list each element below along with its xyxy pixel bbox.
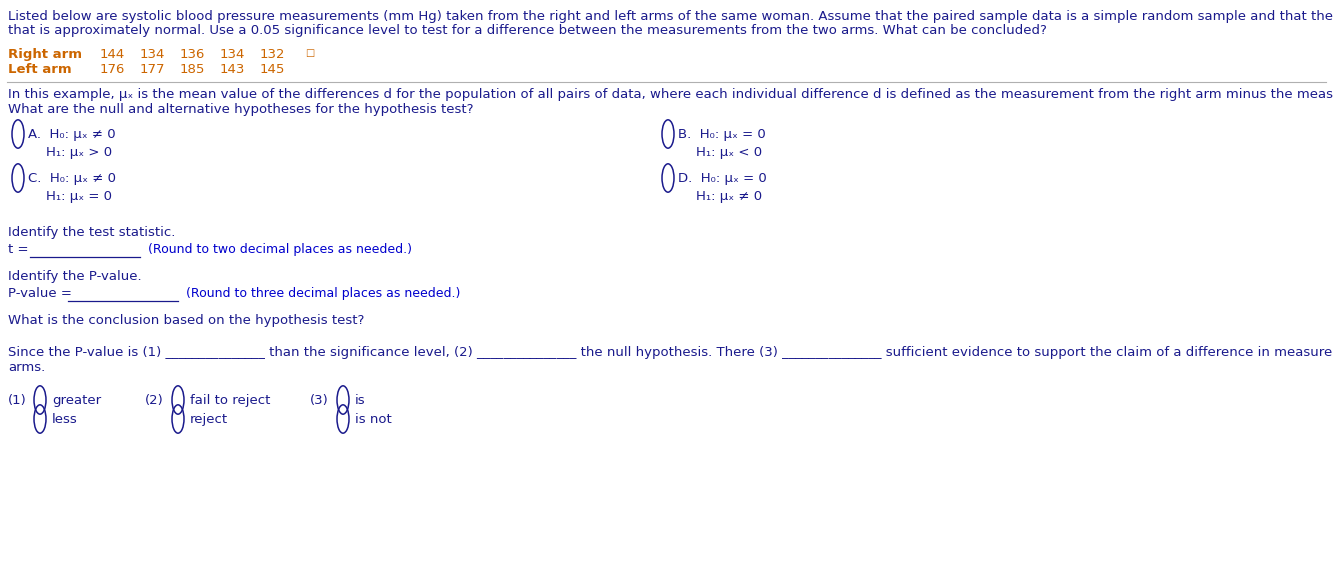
Text: H₁: μₓ > 0: H₁: μₓ > 0: [47, 146, 112, 159]
Text: (Round to three decimal places as needed.): (Round to three decimal places as needed…: [187, 287, 460, 300]
Text: that is approximately normal. Use a 0.05 significance level to test for a differ: that is approximately normal. Use a 0.05…: [8, 24, 1046, 37]
Text: C.  H₀: μₓ ≠ 0: C. H₀: μₓ ≠ 0: [28, 172, 116, 185]
Text: 177: 177: [140, 63, 165, 76]
Text: is: is: [355, 394, 365, 407]
Text: Identify the P-value.: Identify the P-value.: [8, 270, 141, 283]
Text: 176: 176: [100, 63, 125, 76]
Text: P-value =: P-value =: [8, 287, 72, 300]
Text: Identify the test statistic.: Identify the test statistic.: [8, 226, 176, 239]
Text: 144: 144: [100, 48, 125, 61]
Text: greater: greater: [52, 394, 101, 407]
Text: What are the null and alternative hypotheses for the hypothesis test?: What are the null and alternative hypoth…: [8, 103, 473, 116]
Text: D.  H₀: μₓ = 0: D. H₀: μₓ = 0: [678, 172, 766, 185]
Text: reject: reject: [191, 413, 228, 426]
Text: Since the P-value is (1) _______________ than the significance level, (2) ______: Since the P-value is (1) _______________…: [8, 346, 1333, 359]
Text: B.  H₀: μₓ = 0: B. H₀: μₓ = 0: [678, 128, 765, 141]
Text: In this example, μₓ is the mean value of the differences d for the population of: In this example, μₓ is the mean value of…: [8, 88, 1333, 101]
Text: (2): (2): [145, 394, 164, 407]
Text: □: □: [305, 48, 315, 58]
Text: Left arm: Left arm: [8, 63, 72, 76]
Text: 185: 185: [180, 63, 205, 76]
Text: What is the conclusion based on the hypothesis test?: What is the conclusion based on the hypo…: [8, 314, 364, 327]
Text: Right arm: Right arm: [8, 48, 83, 61]
Text: (Round to two decimal places as needed.): (Round to two decimal places as needed.): [148, 243, 412, 256]
Text: H₁: μₓ = 0: H₁: μₓ = 0: [47, 190, 112, 203]
Text: 134: 134: [140, 48, 165, 61]
Text: H₁: μₓ ≠ 0: H₁: μₓ ≠ 0: [696, 190, 762, 203]
Text: t =: t =: [8, 243, 28, 256]
Text: Listed below are systolic blood pressure measurements (mm Hg) taken from the rig: Listed below are systolic blood pressure…: [8, 10, 1333, 23]
Text: 145: 145: [260, 63, 285, 76]
Text: less: less: [52, 413, 77, 426]
Text: 132: 132: [260, 48, 285, 61]
Text: H₁: μₓ < 0: H₁: μₓ < 0: [696, 146, 762, 159]
Text: fail to reject: fail to reject: [191, 394, 271, 407]
Text: (3): (3): [311, 394, 329, 407]
Text: 143: 143: [220, 63, 245, 76]
Text: 136: 136: [180, 48, 205, 61]
Text: 134: 134: [220, 48, 245, 61]
Text: A.  H₀: μₓ ≠ 0: A. H₀: μₓ ≠ 0: [28, 128, 116, 141]
Text: (1): (1): [8, 394, 27, 407]
Text: is not: is not: [355, 413, 392, 426]
Text: arms.: arms.: [8, 361, 45, 374]
